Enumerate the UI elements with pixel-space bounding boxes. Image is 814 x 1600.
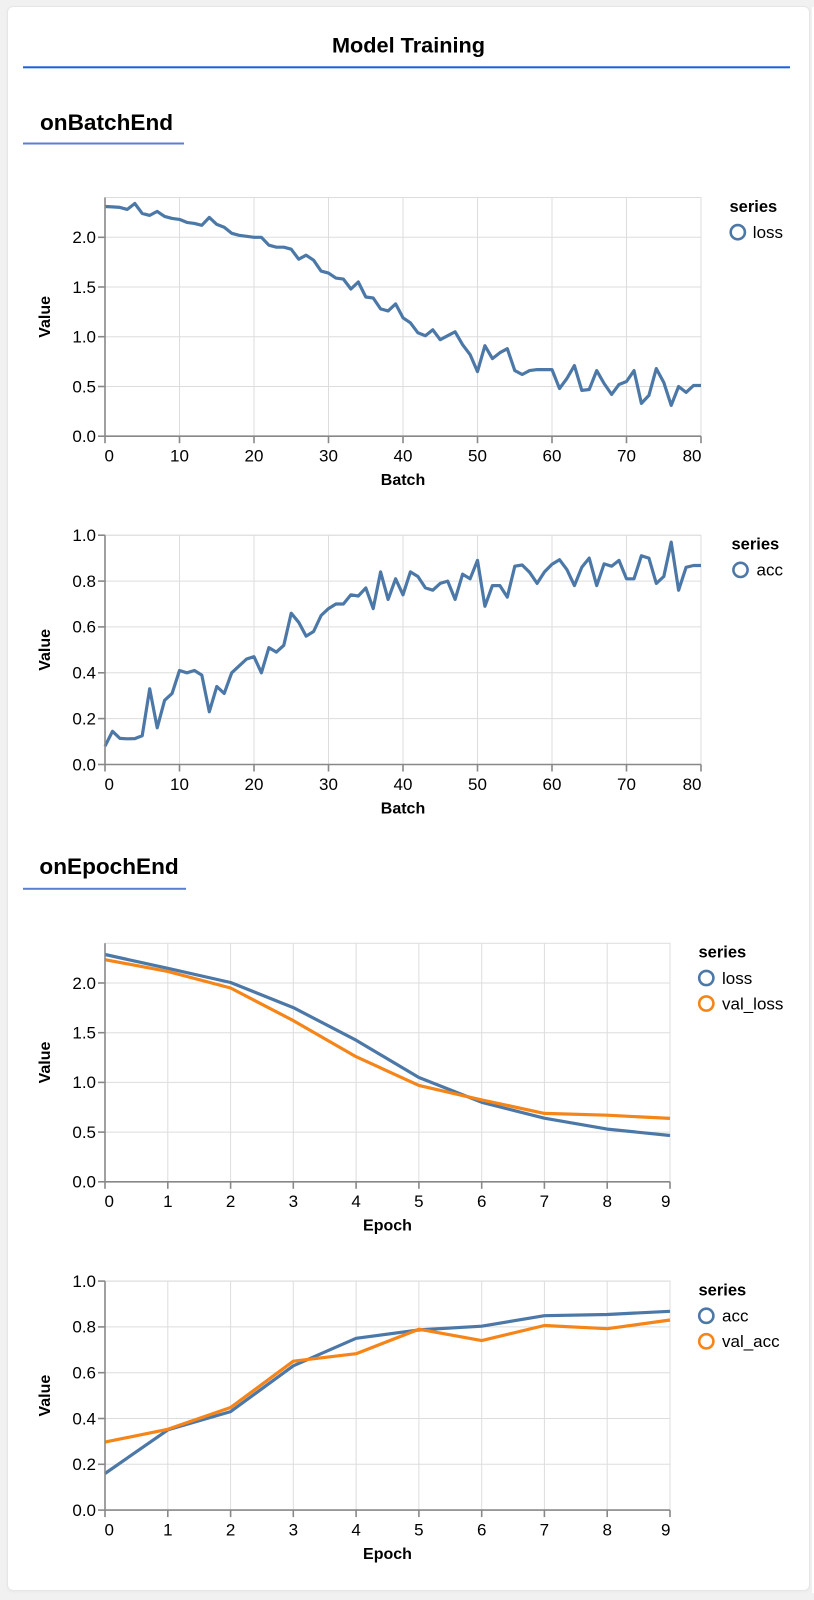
svg-text:5: 5 bbox=[414, 1192, 423, 1211]
svg-text:0.8: 0.8 bbox=[72, 1318, 96, 1337]
svg-text:9: 9 bbox=[661, 1192, 670, 1211]
svg-text:40: 40 bbox=[394, 775, 413, 794]
svg-text:80: 80 bbox=[683, 775, 702, 794]
svg-text:6: 6 bbox=[477, 1192, 486, 1211]
svg-text:1: 1 bbox=[163, 1192, 172, 1211]
svg-text:acc: acc bbox=[757, 561, 784, 580]
svg-text:0.0: 0.0 bbox=[72, 1173, 96, 1192]
svg-text:0: 0 bbox=[105, 775, 114, 794]
svg-text:0: 0 bbox=[105, 447, 114, 466]
svg-text:2: 2 bbox=[226, 1192, 235, 1211]
svg-text:0.5: 0.5 bbox=[72, 377, 96, 396]
svg-text:7: 7 bbox=[540, 1520, 549, 1539]
svg-text:Batch: Batch bbox=[381, 472, 425, 489]
svg-text:loss: loss bbox=[753, 223, 783, 242]
svg-text:30: 30 bbox=[319, 775, 338, 794]
svg-text:0: 0 bbox=[105, 1520, 114, 1539]
svg-text:series: series bbox=[699, 944, 747, 962]
svg-text:0.4: 0.4 bbox=[72, 1409, 96, 1428]
svg-text:0.4: 0.4 bbox=[72, 664, 96, 683]
svg-text:loss: loss bbox=[722, 969, 752, 988]
svg-text:0.0: 0.0 bbox=[72, 1501, 96, 1520]
svg-text:series: series bbox=[730, 198, 778, 216]
svg-text:1: 1 bbox=[163, 1520, 172, 1539]
svg-text:70: 70 bbox=[617, 447, 636, 466]
svg-text:Value: Value bbox=[37, 1042, 54, 1084]
svg-text:3: 3 bbox=[289, 1192, 298, 1211]
svg-text:0.0: 0.0 bbox=[72, 755, 96, 774]
svg-text:10: 10 bbox=[170, 775, 189, 794]
svg-text:0.5: 0.5 bbox=[72, 1123, 96, 1142]
svg-text:val_acc: val_acc bbox=[722, 1332, 780, 1351]
svg-text:1.5: 1.5 bbox=[72, 278, 96, 297]
svg-text:20: 20 bbox=[245, 775, 264, 794]
svg-text:val_loss: val_loss bbox=[722, 994, 783, 1013]
svg-text:Value: Value bbox=[37, 296, 54, 338]
svg-text:20: 20 bbox=[245, 447, 264, 466]
svg-text:30: 30 bbox=[319, 447, 338, 466]
svg-text:1.0: 1.0 bbox=[72, 1073, 96, 1092]
svg-text:60: 60 bbox=[543, 775, 562, 794]
svg-text:0.6: 0.6 bbox=[72, 1364, 96, 1383]
svg-text:series: series bbox=[732, 536, 780, 554]
svg-text:70: 70 bbox=[617, 775, 636, 794]
svg-text:8: 8 bbox=[602, 1520, 611, 1539]
svg-text:Batch: Batch bbox=[381, 800, 425, 817]
svg-text:0.8: 0.8 bbox=[72, 572, 96, 591]
svg-text:40: 40 bbox=[394, 447, 413, 466]
svg-text:4: 4 bbox=[351, 1520, 360, 1539]
svg-text:60: 60 bbox=[543, 447, 562, 466]
svg-text:onBatchEnd: onBatchEnd bbox=[40, 110, 173, 135]
svg-text:0.2: 0.2 bbox=[72, 709, 96, 728]
svg-text:3: 3 bbox=[289, 1520, 298, 1539]
svg-text:1.0: 1.0 bbox=[72, 1272, 96, 1291]
svg-text:0.6: 0.6 bbox=[72, 618, 96, 637]
svg-text:8: 8 bbox=[602, 1192, 611, 1211]
svg-text:10: 10 bbox=[170, 447, 189, 466]
svg-text:0: 0 bbox=[105, 1192, 114, 1211]
svg-text:7: 7 bbox=[540, 1192, 549, 1211]
svg-text:Epoch: Epoch bbox=[363, 1546, 412, 1563]
svg-text:1.0: 1.0 bbox=[72, 526, 96, 545]
svg-text:Epoch: Epoch bbox=[363, 1218, 412, 1235]
svg-text:onEpochEnd: onEpochEnd bbox=[39, 854, 178, 879]
svg-text:50: 50 bbox=[468, 775, 487, 794]
svg-text:1.5: 1.5 bbox=[72, 1024, 96, 1043]
svg-text:2: 2 bbox=[226, 1520, 235, 1539]
svg-text:50: 50 bbox=[468, 447, 487, 466]
svg-text:2.0: 2.0 bbox=[72, 974, 96, 993]
svg-text:acc: acc bbox=[722, 1307, 749, 1326]
svg-text:0.0: 0.0 bbox=[72, 427, 96, 446]
svg-text:5: 5 bbox=[414, 1520, 423, 1539]
svg-text:9: 9 bbox=[661, 1520, 670, 1539]
svg-text:Value: Value bbox=[37, 629, 54, 671]
svg-text:2.0: 2.0 bbox=[72, 228, 96, 247]
svg-text:80: 80 bbox=[683, 447, 702, 466]
svg-text:0.2: 0.2 bbox=[72, 1455, 96, 1474]
svg-text:Value: Value bbox=[37, 1375, 54, 1417]
svg-text:1.0: 1.0 bbox=[72, 328, 96, 347]
svg-text:4: 4 bbox=[351, 1192, 360, 1211]
svg-text:series: series bbox=[699, 1281, 747, 1299]
svg-text:6: 6 bbox=[477, 1520, 486, 1539]
svg-text:Model Training: Model Training bbox=[332, 33, 485, 58]
